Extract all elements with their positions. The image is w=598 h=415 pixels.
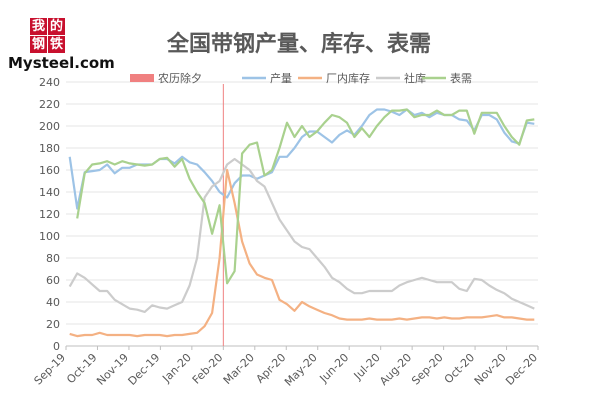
x-tick-label: Dec-20 [503, 351, 540, 388]
legend-swatch [130, 74, 154, 82]
x-tick-label: Mar-20 [221, 351, 257, 387]
y-tick-label: 60 [46, 274, 60, 287]
x-tick-label: Oct-19 [64, 351, 99, 386]
logo-char-3: 钢 [30, 36, 47, 53]
x-tick-label: Oct-20 [442, 351, 477, 386]
series-line-表需 [76, 108, 535, 285]
series-line-厂内库存 [69, 168, 535, 338]
x-axis-ticks: Sep-19Oct-19Nov-19Dec-19Jan-20Feb-20Mar-… [32, 346, 540, 389]
x-tick-label: Sep-20 [409, 351, 446, 388]
y-tick-label: 200 [39, 120, 60, 133]
x-tick-label: Dec-19 [126, 351, 163, 388]
legend: 农历除夕 产量 厂内库存 社库 表需 [130, 71, 472, 85]
logo-char-2: 的 [48, 18, 65, 35]
y-tick-label: 180 [39, 142, 60, 155]
x-tick-label: Nov-19 [94, 351, 131, 388]
series-lines [68, 108, 535, 338]
y-tick-label: 20 [46, 318, 60, 331]
x-tick-label: Nov-20 [472, 351, 509, 388]
y-tick-label: 100 [39, 230, 60, 243]
x-tick-label: May-20 [282, 351, 320, 389]
series-line-产量 [68, 108, 535, 210]
x-tick-label: Sep-19 [32, 351, 69, 388]
series-line-社库 [68, 157, 535, 313]
y-tick-label: 0 [53, 340, 60, 353]
x-tick-label: Feb-20 [190, 351, 226, 387]
logo-text: Mysteel.com [8, 54, 115, 72]
legend-label: 表需 [450, 71, 472, 85]
mysteel-logo: 我 的 钢 铁 Mysteel.com [8, 18, 118, 74]
legend-label: 厂内库存 [326, 71, 370, 85]
y-tick-label: 160 [39, 164, 60, 177]
legend-label: 社库 [404, 71, 426, 85]
y-axis-ticks: 0 20 40 60 80 100 120 140 160 180 200 220 240 [39, 76, 60, 353]
x-tick-label: Jan-20 [159, 351, 194, 386]
y-tick-label: 120 [39, 208, 60, 221]
x-tick-label: Jun-20 [317, 351, 352, 386]
y-tick-label: 220 [39, 98, 60, 111]
legend-label: 产量 [270, 71, 292, 85]
y-tick-label: 80 [46, 252, 60, 265]
x-tick-label: Aug-20 [377, 351, 414, 388]
logo-char-4: 铁 [48, 36, 65, 53]
y-tick-label: 140 [39, 186, 60, 199]
y-tick-label: 40 [46, 296, 60, 309]
y-tick-label: 240 [39, 76, 60, 89]
logo-char-1: 我 [30, 18, 47, 35]
chart-title: 全国带钢产量、库存、表需 [166, 32, 431, 57]
legend-label: 农历除夕 [158, 71, 202, 85]
